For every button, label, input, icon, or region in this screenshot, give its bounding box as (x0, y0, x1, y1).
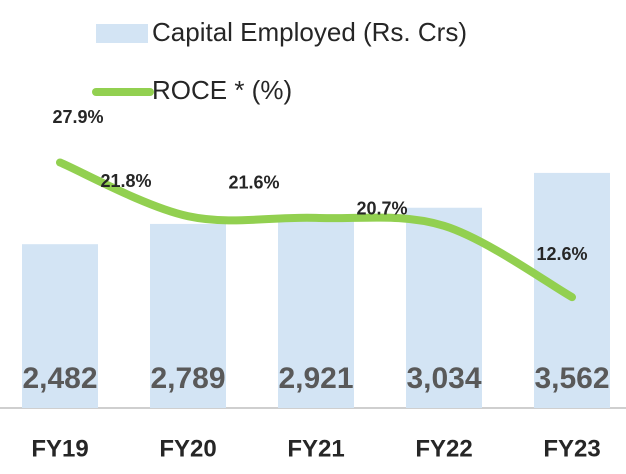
bar (406, 207, 482, 408)
bar-value-label: 2,789 (150, 362, 225, 395)
x-tick-label: FY23 (543, 435, 600, 462)
line-value-label: 21.8% (100, 171, 151, 191)
bar-value-label: 2,921 (278, 362, 353, 395)
roce-line (56, 158, 576, 302)
line-value-label: 27.9% (52, 107, 103, 127)
bar-value-label: 3,034 (406, 362, 481, 395)
x-tick-label: FY22 (415, 435, 472, 462)
bar-value-label: 3,562 (534, 362, 609, 395)
x-tick-label: FY19 (31, 435, 88, 462)
bar (150, 223, 226, 408)
bar (278, 215, 354, 408)
line-value-label: 21.6% (228, 173, 279, 193)
line-value-label: 12.6% (536, 244, 587, 264)
bar-value-label: 2,482 (22, 362, 97, 395)
x-tick-label: FY20 (159, 435, 216, 462)
bar (22, 244, 98, 408)
legend-label: ROCE * (%) (152, 75, 292, 105)
line-value-label: 20.7% (356, 199, 407, 219)
bar (534, 172, 610, 408)
legend-label: Capital Employed (Rs. Crs) (152, 17, 467, 47)
x-tick-label: FY21 (287, 435, 344, 462)
legend-swatch-bar (96, 24, 148, 43)
